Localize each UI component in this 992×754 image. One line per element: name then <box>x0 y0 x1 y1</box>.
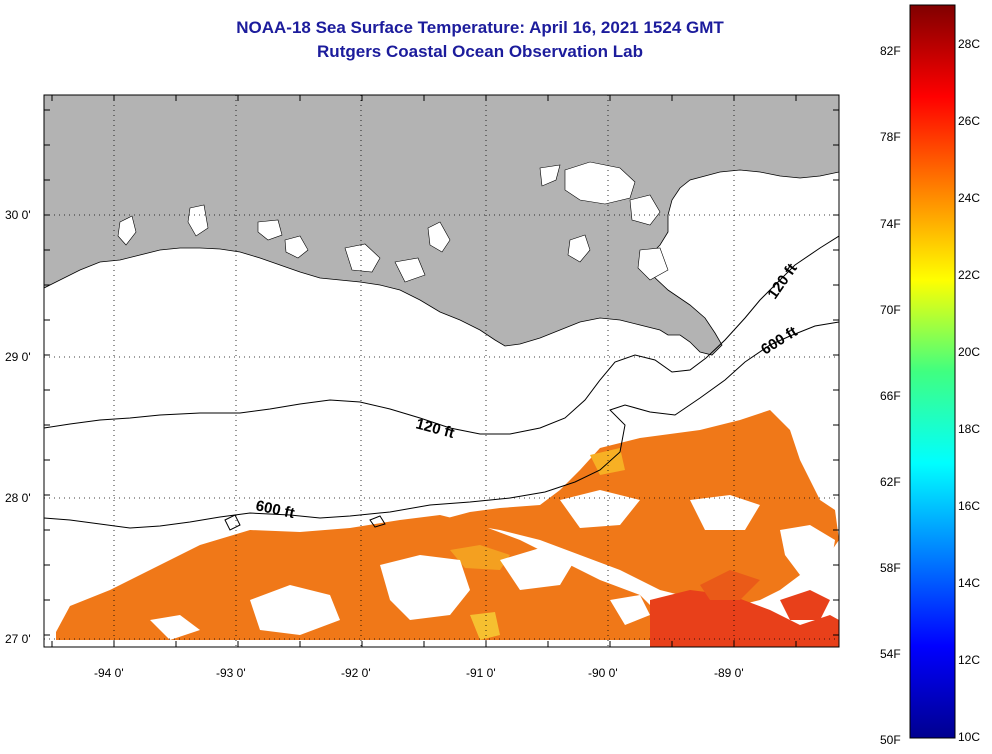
chart-title: NOAA-18 Sea Surface Temperature: April 1… <box>236 18 724 37</box>
lon-label-94: -94 0' <box>94 666 124 680</box>
lat-label-29: 29 0' <box>5 350 31 364</box>
lon-label-89: -89 0' <box>714 666 744 680</box>
map-frame <box>43 94 840 648</box>
colorbar-c-18: 18C <box>958 422 981 436</box>
colorbar-c-26: 26C <box>958 114 981 128</box>
lat-label-28: 28 0' <box>5 491 31 505</box>
colorbar-f-78: 78F <box>880 130 901 144</box>
contour-120ft <box>44 235 839 435</box>
colorbar-c-28: 28C <box>958 37 981 51</box>
colorbar-f-70: 70F <box>880 303 901 317</box>
colorbar-c-16: 16C <box>958 499 981 513</box>
colorbar-f-58: 58F <box>880 561 901 575</box>
colorbar-c-20: 20C <box>958 345 981 359</box>
colorbar <box>909 4 956 739</box>
axis-ticks <box>44 95 839 647</box>
lon-label-90: -90 0' <box>588 666 618 680</box>
lon-label-91: -91 0' <box>466 666 496 680</box>
lat-label-27: 27 0' <box>5 632 31 646</box>
colorbar-c-14: 14C <box>958 576 981 590</box>
colorbar-f-62: 62F <box>880 475 901 489</box>
lat-label-30: 30 0' <box>5 208 31 222</box>
lon-label-92: -92 0' <box>341 666 371 680</box>
colorbar-f-50: 50F <box>880 733 901 747</box>
colorbar-c-12: 12C <box>958 653 981 667</box>
colorbar-f-54: 54F <box>880 647 901 661</box>
colorbar-f-82: 82F <box>880 44 901 58</box>
chart-subtitle: Rutgers Coastal Ocean Observation Lab <box>317 42 643 61</box>
colorbar-c-10: 10C <box>958 730 981 744</box>
graticule <box>44 95 839 647</box>
contour-600ft <box>44 321 839 529</box>
bathymetry-contours <box>44 235 839 531</box>
colorbar-c-24: 24C <box>958 191 981 205</box>
sst-data-layer <box>56 410 839 647</box>
colorbar-f-74: 74F <box>880 217 901 231</box>
inland-water <box>117 161 669 283</box>
colorbar-c-22: 22C <box>958 268 981 282</box>
colorbar-f-66: 66F <box>880 389 901 403</box>
lon-label-93: -93 0' <box>216 666 246 680</box>
